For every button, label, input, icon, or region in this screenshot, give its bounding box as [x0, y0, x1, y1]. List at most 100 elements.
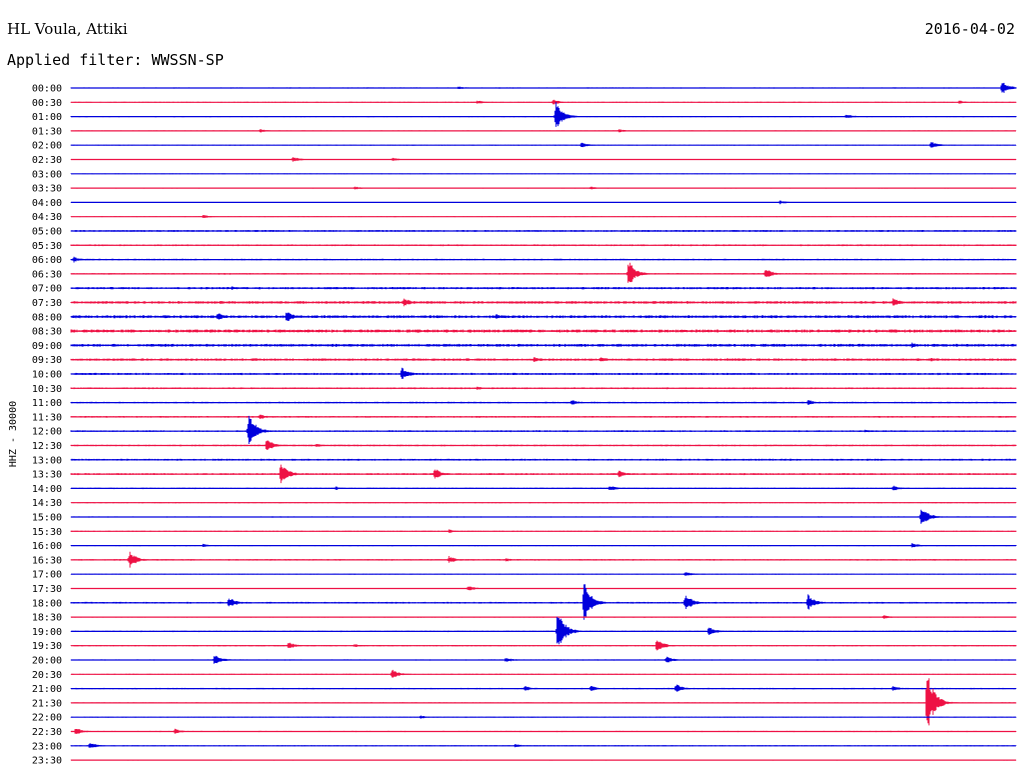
- trace-20:30: [70, 669, 1017, 678]
- trace-13:30: [70, 464, 1017, 484]
- trace-07:00: [70, 286, 1017, 290]
- row-time-label: 04:00: [32, 198, 62, 209]
- row-time-label: 00:30: [32, 98, 62, 109]
- trace-20:00: [70, 655, 1017, 664]
- trace-10:30: [70, 386, 1017, 390]
- trace-08:00: [70, 312, 1017, 321]
- row-time-label: 02:00: [32, 141, 62, 152]
- trace-19:30: [70, 640, 1017, 651]
- row-time-label: 17:00: [32, 570, 62, 581]
- trace-07:30: [70, 298, 1017, 307]
- row-time-label: 00:00: [32, 84, 62, 95]
- row-time-label: 03:00: [32, 169, 62, 180]
- applied-filter: Applied filter: WWSSN-SP: [7, 51, 224, 69]
- trace-02:30: [70, 157, 1017, 162]
- row-time-label: 16:00: [32, 541, 62, 552]
- trace-11:00: [70, 400, 1017, 405]
- row-time-label: 19:00: [32, 627, 62, 638]
- trace-18:30: [70, 615, 1017, 619]
- row-time-label: 11:30: [32, 412, 62, 423]
- trace-08:30: [70, 329, 1017, 333]
- trace-12:00: [70, 415, 1017, 444]
- trace-09:00: [70, 342, 1017, 348]
- row-time-label: 13:00: [32, 455, 62, 466]
- seismogram-traces: [70, 82, 1017, 761]
- row-time-label: 10:00: [32, 370, 62, 381]
- row-time-label: 06:00: [32, 255, 62, 266]
- trace-14:30: [70, 502, 1017, 504]
- row-time-label: 12:30: [32, 441, 62, 452]
- trace-22:30: [70, 728, 1017, 734]
- row-time-label: 16:30: [32, 555, 62, 566]
- trace-04:00: [70, 200, 1017, 205]
- row-time-label: 11:00: [32, 398, 62, 409]
- row-time-label: 18:30: [32, 613, 62, 624]
- row-time-label: 17:30: [32, 584, 62, 595]
- trace-05:30: [70, 244, 1017, 247]
- row-time-label: 05:30: [32, 241, 62, 252]
- station-name: HL Voula, Attiki: [7, 20, 128, 38]
- trace-01:30: [70, 129, 1017, 133]
- row-time-label: 15:00: [32, 513, 62, 524]
- trace-03:00: [70, 173, 1017, 175]
- filter-label: Applied filter:: [7, 51, 143, 69]
- row-time-label: 22:00: [32, 713, 62, 724]
- trace-09:30: [70, 357, 1017, 362]
- trace-16:30: [70, 551, 1017, 568]
- row-time-label: 07:00: [32, 284, 62, 295]
- trace-06:30: [70, 262, 1017, 283]
- trace-11:30: [70, 414, 1017, 419]
- row-time-label: 03:30: [32, 184, 62, 195]
- trace-17:00: [70, 572, 1017, 576]
- trace-05:00: [70, 230, 1017, 232]
- time-labels: 00:00 00:30 01:00 01:30 02:00 02:30 03:00 03:30…: [32, 84, 62, 767]
- trace-17:30: [70, 586, 1017, 591]
- trace-10:00: [70, 367, 1017, 379]
- trace-13:00: [70, 458, 1017, 461]
- trace-23:30: [70, 759, 1017, 761]
- trace-00:00: [70, 82, 1017, 93]
- row-time-label: 18:00: [32, 598, 62, 609]
- trace-23:00: [70, 743, 1017, 748]
- trace-21:30: [70, 678, 1017, 726]
- row-time-label: 14:00: [32, 484, 62, 495]
- row-time-label: 07:30: [32, 298, 62, 309]
- row-time-label: 12:00: [32, 427, 62, 438]
- trace-00:30: [70, 99, 1017, 105]
- trace-06:00: [70, 256, 1017, 263]
- row-time-label: 09:00: [32, 341, 62, 352]
- trace-03:30: [70, 186, 1017, 190]
- row-time-label: 22:30: [32, 727, 62, 738]
- trace-04:30: [70, 215, 1017, 218]
- trace-18:00: [70, 584, 1017, 620]
- trace-15:30: [70, 529, 1017, 533]
- row-time-label: 21:00: [32, 684, 62, 695]
- filter-value: WWSSN-SP: [151, 51, 224, 69]
- row-time-label: 05:00: [32, 227, 62, 238]
- row-time-label: 20:30: [32, 670, 62, 681]
- row-time-label: 06:30: [32, 269, 62, 280]
- row-time-label: 01:00: [32, 112, 62, 123]
- row-time-label: 20:00: [32, 656, 62, 667]
- trace-12:30: [70, 440, 1017, 450]
- row-time-label: 21:30: [32, 698, 62, 709]
- row-time-label: 08:00: [32, 312, 62, 323]
- trace-01:00: [70, 102, 1017, 127]
- trace-19:00: [70, 616, 1017, 645]
- row-time-label: 01:30: [32, 126, 62, 137]
- trace-16:00: [70, 543, 1017, 548]
- row-time-label: 02:30: [32, 155, 62, 166]
- trace-02:00: [70, 142, 1017, 148]
- trace-21:00: [70, 684, 1017, 692]
- trace-15:00: [70, 509, 1017, 524]
- trace-14:00: [70, 485, 1017, 491]
- row-time-label: 15:30: [32, 527, 62, 538]
- row-time-label: 10:30: [32, 384, 62, 395]
- trace-22:00: [70, 715, 1017, 719]
- recording-date: 2016-04-02: [924, 20, 1015, 38]
- row-time-label: 09:30: [32, 355, 62, 366]
- row-time-label: 13:30: [32, 470, 62, 481]
- row-time-label: 23:00: [32, 741, 62, 752]
- row-time-label: 23:30: [32, 756, 62, 767]
